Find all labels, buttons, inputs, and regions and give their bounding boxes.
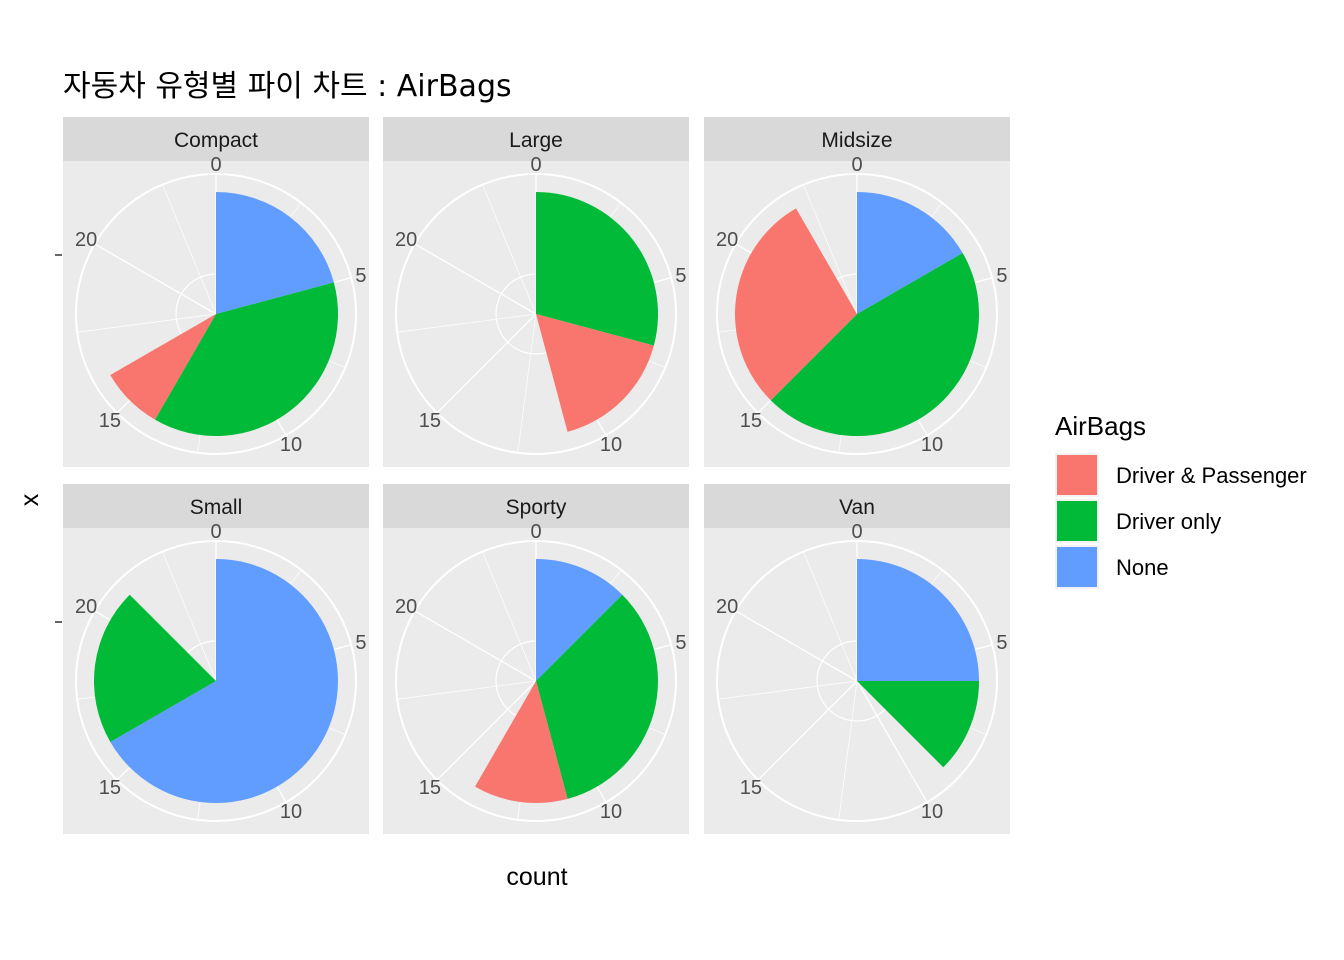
legend-swatch bbox=[1057, 455, 1097, 495]
grid-spoke bbox=[838, 680, 858, 820]
grid-spoke bbox=[397, 313, 537, 333]
grid-spoke bbox=[397, 680, 537, 700]
grid-spoke bbox=[482, 551, 537, 682]
y-axis-label: x bbox=[16, 493, 44, 506]
theta-tick-label: 0 bbox=[851, 521, 862, 543]
grid-spoke bbox=[436, 680, 537, 781]
legend-swatch bbox=[1057, 547, 1097, 587]
pie-slice-none bbox=[110, 559, 338, 804]
theta-tick-label: 10 bbox=[280, 434, 302, 456]
facet-strip bbox=[383, 117, 689, 161]
theta-tick-label: 10 bbox=[600, 801, 622, 823]
facet-strip bbox=[63, 117, 369, 161]
theta-tick-label: 5 bbox=[675, 632, 686, 654]
facet-strip-label: Large bbox=[509, 129, 563, 152]
facet-strip bbox=[63, 484, 369, 528]
grid-spoke bbox=[517, 313, 537, 453]
theta-tick-label: 10 bbox=[921, 434, 943, 456]
grid-spoke bbox=[735, 610, 858, 682]
legend-item-label: Driver & Passenger bbox=[1116, 463, 1307, 488]
theta-tick-label: 10 bbox=[600, 434, 622, 456]
grid-spoke bbox=[162, 551, 217, 682]
facet-strip bbox=[704, 484, 1010, 528]
theta-tick-label: 5 bbox=[355, 632, 366, 654]
grid-spoke bbox=[803, 184, 858, 315]
theta-tick-label: 5 bbox=[355, 265, 366, 287]
pie-slice-driver-only bbox=[536, 594, 659, 799]
theta-tick-label: 20 bbox=[716, 229, 738, 251]
grid-spoke bbox=[414, 243, 537, 315]
theta-tick-label: 20 bbox=[716, 596, 738, 618]
theta-tick-label: 15 bbox=[99, 410, 121, 432]
legend-item-label: Driver only bbox=[1116, 509, 1221, 534]
facet-strip-label: Compact bbox=[174, 129, 258, 152]
legend-title: AirBags bbox=[1055, 411, 1146, 441]
pie-slice-driver-only bbox=[857, 681, 979, 768]
pie-slice-none bbox=[857, 192, 963, 314]
pie-slice-none bbox=[216, 192, 334, 314]
legend-swatch bbox=[1057, 501, 1097, 541]
theta-tick-label: 15 bbox=[99, 777, 121, 799]
theta-tick-label: 20 bbox=[75, 229, 97, 251]
pie-slice-none bbox=[536, 559, 623, 681]
theta-tick-label: 5 bbox=[675, 265, 686, 287]
facet-panels: Compact05101520Large05101520Midsize05101… bbox=[63, 117, 1010, 834]
theta-tick-label: 15 bbox=[419, 777, 441, 799]
pie-slice-driver-passenger bbox=[536, 314, 654, 432]
chart-title: 자동차 유형별 파이 차트 : AirBags bbox=[63, 69, 512, 104]
theta-tick-label: 10 bbox=[280, 801, 302, 823]
facet-strip-label: Small bbox=[190, 496, 243, 519]
pie-slice-driver-only bbox=[536, 192, 658, 346]
grid-spoke bbox=[77, 313, 217, 333]
theta-tick-label: 15 bbox=[419, 410, 441, 432]
theta-tick-label: 0 bbox=[530, 521, 541, 543]
grid-spoke bbox=[414, 610, 537, 682]
pie-slice-driver-passenger bbox=[475, 681, 568, 804]
x-axis-label: count bbox=[506, 863, 567, 891]
theta-tick-label: 0 bbox=[530, 154, 541, 176]
grid-spoke bbox=[436, 313, 537, 414]
pie-slice-driver-only bbox=[93, 594, 216, 742]
pie-slice-none bbox=[857, 559, 979, 681]
facet-strip bbox=[383, 484, 689, 528]
facet-strip bbox=[704, 117, 1010, 161]
legend-item-label: None bbox=[1116, 555, 1169, 580]
grid-spoke bbox=[162, 184, 217, 315]
grid-spoke bbox=[482, 184, 537, 315]
legend: AirBags Driver & Passenger Driver only Non… bbox=[1055, 411, 1307, 589]
theta-tick-label: 10 bbox=[921, 801, 943, 823]
facet-strip-label: Sporty bbox=[506, 496, 567, 519]
theta-tick-label: 0 bbox=[210, 154, 221, 176]
grid-spoke bbox=[803, 551, 858, 682]
grid-spoke bbox=[856, 680, 928, 803]
facet-strip-label: Van bbox=[839, 496, 875, 519]
facet-strip-label: Midsize bbox=[821, 129, 892, 152]
theta-tick-label: 0 bbox=[851, 154, 862, 176]
pie-slice-driver-passenger bbox=[734, 208, 857, 401]
pie-slice-driver-passenger bbox=[110, 314, 216, 420]
theta-tick-label: 0 bbox=[210, 521, 221, 543]
theta-tick-label: 15 bbox=[740, 777, 762, 799]
pie-slice-driver-only bbox=[155, 282, 338, 437]
theta-tick-label: 15 bbox=[740, 410, 762, 432]
theta-tick-label: 5 bbox=[996, 265, 1007, 287]
pie-slice-driver-only bbox=[770, 253, 980, 437]
theta-tick-label: 20 bbox=[395, 596, 417, 618]
grid-spoke bbox=[94, 243, 217, 315]
theta-tick-label: 20 bbox=[395, 229, 417, 251]
grid-spoke bbox=[718, 680, 858, 700]
theta-tick-label: 5 bbox=[996, 632, 1007, 654]
theta-tick-label: 20 bbox=[75, 596, 97, 618]
grid-spoke bbox=[757, 680, 858, 781]
